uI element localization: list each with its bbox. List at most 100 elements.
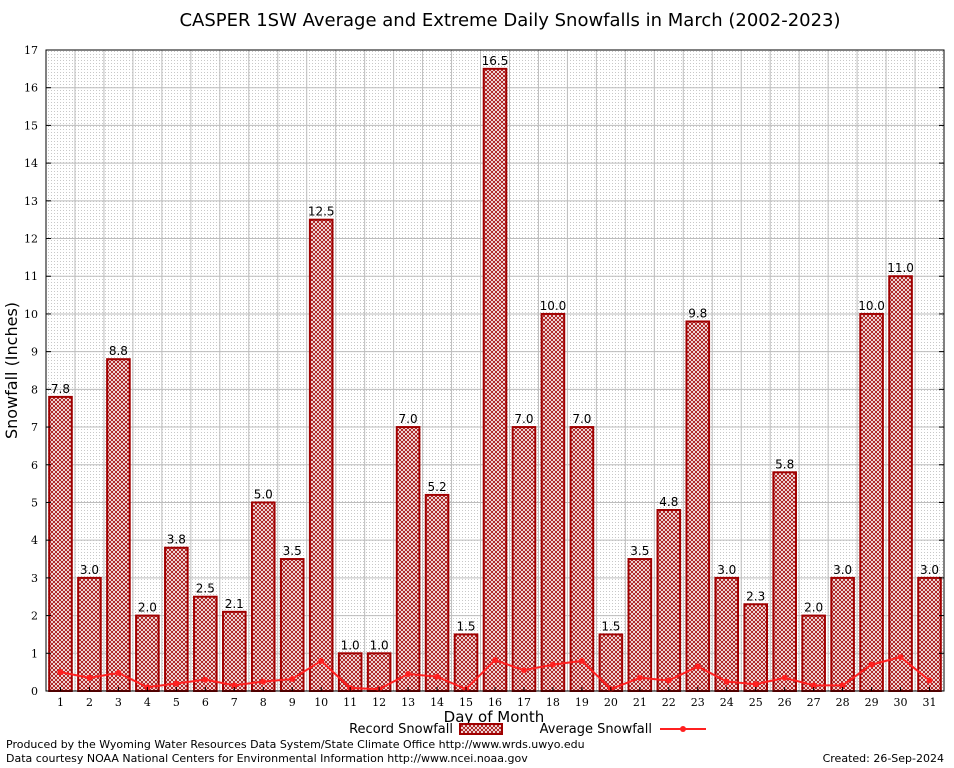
y-tick-label: 1 xyxy=(31,647,38,660)
bar-value-label: 1.5 xyxy=(456,619,475,633)
average-point-day-6 xyxy=(202,676,209,683)
x-tick-label: 16 xyxy=(488,696,502,709)
record-bar-day-3 xyxy=(106,358,131,692)
x-tick-label: 30 xyxy=(894,696,908,709)
bar-value-label: 2.1 xyxy=(225,597,244,611)
footer-produced-by: Produced by the Wyoming Water Resources … xyxy=(6,738,585,751)
average-point-day-22 xyxy=(665,677,672,684)
bar-value-label: 1.0 xyxy=(341,638,360,652)
x-tick-label: 25 xyxy=(749,696,763,709)
x-tick-label: 9 xyxy=(289,696,296,709)
bar-value-label: 3.0 xyxy=(80,563,99,577)
y-tick-label: 8 xyxy=(31,383,38,396)
record-bar-day-22 xyxy=(656,509,682,693)
average-point-day-17 xyxy=(520,667,527,674)
record-bar-day-23 xyxy=(685,320,711,692)
record-bar-day-7 xyxy=(221,610,247,692)
y-tick-label: 6 xyxy=(31,459,38,472)
x-tick-label: 12 xyxy=(372,696,386,709)
y-tick-label: 7 xyxy=(31,421,38,434)
bars-layer xyxy=(48,67,942,693)
bar-value-label: 1.5 xyxy=(601,619,620,633)
record-bar-day-9 xyxy=(279,558,305,692)
x-axis-label: Day of Month xyxy=(444,708,545,726)
bar-value-label: 3.0 xyxy=(920,563,939,577)
x-tick-label: 26 xyxy=(778,696,792,709)
average-point-day-24 xyxy=(723,678,730,685)
average-point-day-16 xyxy=(492,657,498,664)
average-point-day-29 xyxy=(868,661,875,668)
average-point-day-31 xyxy=(926,677,933,684)
bar-value-label: 2.5 xyxy=(196,582,215,596)
y-axis-label: Snowfall (Inches) xyxy=(2,302,21,439)
record-bar-day-19 xyxy=(569,426,595,692)
x-tick-label: 22 xyxy=(662,696,676,709)
record-bar-day-4 xyxy=(135,614,160,693)
average-point-day-19 xyxy=(578,657,585,664)
x-tick-label: 18 xyxy=(546,696,560,709)
legend-swatch-average-marker xyxy=(680,726,686,732)
average-point-day-27 xyxy=(810,682,817,689)
bar-value-label: 2.0 xyxy=(804,601,823,615)
footer-data-courtesy: Data courtesy NOAA National Centers for … xyxy=(6,752,528,765)
record-bar-day-21 xyxy=(627,558,653,692)
x-tick-label: 27 xyxy=(807,696,821,709)
record-bar-day-1 xyxy=(48,395,73,692)
bar-value-label: 7.0 xyxy=(399,412,418,426)
average-point-day-1 xyxy=(57,669,64,676)
bar-value-label: 2.0 xyxy=(138,601,157,615)
y-tick-label: 3 xyxy=(31,572,38,585)
x-tick-label: 21 xyxy=(633,696,647,709)
average-line-layer xyxy=(57,654,933,693)
y-tick-label: 5 xyxy=(31,496,38,509)
x-tick-label: 7 xyxy=(231,696,238,709)
chart-title: CASPER 1SW Average and Extreme Daily Sno… xyxy=(179,10,840,31)
bar-value-label: 3.0 xyxy=(833,563,852,577)
bar-value-label: 16.5 xyxy=(482,54,509,68)
average-point-day-23 xyxy=(694,663,701,670)
x-tick-label: 23 xyxy=(691,696,705,709)
record-bar-day-28 xyxy=(830,576,855,692)
x-tick-label: 13 xyxy=(401,696,415,709)
bar-value-label: 2.3 xyxy=(746,589,765,603)
bar-value-label: 3.0 xyxy=(717,563,736,577)
record-bar-day-8 xyxy=(250,501,276,692)
y-tick-label: 9 xyxy=(31,346,38,359)
average-point-day-21 xyxy=(636,674,643,681)
average-point-day-30 xyxy=(897,654,904,661)
record-bar-day-27 xyxy=(801,614,826,693)
x-tick-label: 19 xyxy=(575,696,589,709)
x-tick-label: 4 xyxy=(144,696,151,709)
record-bar-day-17 xyxy=(511,426,537,692)
average-point-day-8 xyxy=(260,678,267,685)
average-point-day-14 xyxy=(434,673,441,680)
x-tick-label: 15 xyxy=(459,696,473,709)
average-point-day-7 xyxy=(231,682,238,689)
legend-label-record: Record Snowfall xyxy=(349,722,453,737)
average-point-day-2 xyxy=(86,674,93,681)
record-bar-day-5 xyxy=(164,546,189,692)
y-tick-label: 15 xyxy=(24,119,38,132)
record-bar-day-25 xyxy=(743,603,769,693)
record-bar-day-10 xyxy=(308,218,334,692)
bar-value-label: 3.8 xyxy=(167,533,186,547)
average-point-day-10 xyxy=(318,657,325,664)
record-bar-day-13 xyxy=(395,426,421,692)
x-tick-label: 14 xyxy=(430,696,444,709)
record-bar-day-26 xyxy=(772,471,797,692)
average-point-day-28 xyxy=(839,682,846,689)
legend-label-average: Average Snowfall xyxy=(540,722,652,737)
average-point-day-3 xyxy=(115,669,122,676)
record-bar-day-29 xyxy=(859,312,884,692)
average-point-day-26 xyxy=(781,674,788,681)
record-bar-day-16 xyxy=(482,67,508,692)
y-tick-label: 2 xyxy=(31,610,38,623)
x-tick-label: 8 xyxy=(260,696,267,709)
bar-value-label: 12.5 xyxy=(308,205,335,219)
bar-value-label: 3.5 xyxy=(283,544,302,558)
x-tick-label: 20 xyxy=(604,696,618,709)
x-tick-label: 5 xyxy=(173,696,180,709)
record-bar-day-18 xyxy=(540,312,566,692)
